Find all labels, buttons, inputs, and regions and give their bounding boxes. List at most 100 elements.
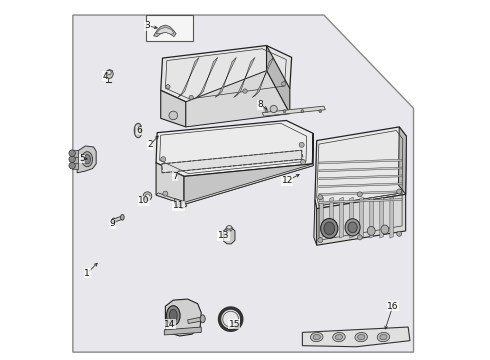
Polygon shape xyxy=(161,90,186,127)
Circle shape xyxy=(179,202,182,205)
Ellipse shape xyxy=(333,332,345,342)
Polygon shape xyxy=(319,191,402,195)
Polygon shape xyxy=(162,150,302,173)
Text: 6: 6 xyxy=(136,126,142,135)
Circle shape xyxy=(318,238,323,243)
Text: 7: 7 xyxy=(172,172,178,181)
Polygon shape xyxy=(398,127,406,194)
Polygon shape xyxy=(234,57,255,98)
Polygon shape xyxy=(156,121,313,176)
Text: 8: 8 xyxy=(257,100,263,109)
Polygon shape xyxy=(72,162,78,169)
Circle shape xyxy=(282,82,286,86)
Ellipse shape xyxy=(200,315,205,323)
Ellipse shape xyxy=(335,334,343,340)
Text: 16: 16 xyxy=(387,302,398,311)
Circle shape xyxy=(166,85,170,89)
Polygon shape xyxy=(72,156,78,163)
Text: 3: 3 xyxy=(145,21,150,30)
Polygon shape xyxy=(112,216,124,222)
Circle shape xyxy=(397,231,402,236)
Ellipse shape xyxy=(112,218,116,224)
Ellipse shape xyxy=(320,219,338,238)
Polygon shape xyxy=(390,197,393,238)
Polygon shape xyxy=(315,127,406,209)
Polygon shape xyxy=(223,227,235,244)
Circle shape xyxy=(357,235,362,240)
Circle shape xyxy=(69,156,75,162)
Ellipse shape xyxy=(313,334,320,340)
Text: 15: 15 xyxy=(228,320,240,329)
Ellipse shape xyxy=(170,309,177,322)
Text: 1: 1 xyxy=(84,269,90,278)
Ellipse shape xyxy=(368,226,375,235)
Text: 4: 4 xyxy=(102,72,108,81)
Ellipse shape xyxy=(311,332,323,342)
Text: 10: 10 xyxy=(138,196,149,205)
Polygon shape xyxy=(252,57,274,98)
Polygon shape xyxy=(147,15,193,41)
Circle shape xyxy=(161,157,166,162)
Ellipse shape xyxy=(167,306,180,325)
Polygon shape xyxy=(350,197,353,238)
Polygon shape xyxy=(380,197,383,238)
Ellipse shape xyxy=(324,222,335,235)
Polygon shape xyxy=(73,15,414,352)
Polygon shape xyxy=(188,317,204,323)
Polygon shape xyxy=(177,57,199,98)
Polygon shape xyxy=(164,327,201,335)
Polygon shape xyxy=(215,57,236,98)
Circle shape xyxy=(243,89,247,93)
Polygon shape xyxy=(156,27,174,35)
Ellipse shape xyxy=(348,222,357,233)
Polygon shape xyxy=(319,159,402,164)
Text: 14: 14 xyxy=(164,320,175,329)
Ellipse shape xyxy=(381,225,389,234)
Polygon shape xyxy=(319,197,323,238)
Polygon shape xyxy=(77,146,96,173)
Circle shape xyxy=(300,159,306,165)
Circle shape xyxy=(143,192,152,201)
Circle shape xyxy=(69,162,75,169)
Polygon shape xyxy=(340,197,343,238)
Circle shape xyxy=(270,105,277,113)
Polygon shape xyxy=(174,199,187,209)
Circle shape xyxy=(265,110,268,113)
Circle shape xyxy=(299,142,304,147)
Text: 5: 5 xyxy=(79,154,85,163)
Polygon shape xyxy=(314,200,317,245)
Polygon shape xyxy=(196,57,218,98)
Polygon shape xyxy=(267,45,290,114)
Polygon shape xyxy=(156,164,313,204)
Ellipse shape xyxy=(226,226,232,229)
Circle shape xyxy=(318,195,323,200)
Polygon shape xyxy=(161,45,292,102)
Circle shape xyxy=(107,70,111,75)
Text: 12: 12 xyxy=(282,176,293,185)
Ellipse shape xyxy=(223,311,239,327)
Ellipse shape xyxy=(82,152,93,167)
Ellipse shape xyxy=(380,334,387,340)
Circle shape xyxy=(357,192,362,197)
Text: 13: 13 xyxy=(218,231,229,240)
Circle shape xyxy=(69,150,75,156)
Polygon shape xyxy=(319,167,402,172)
Polygon shape xyxy=(330,197,333,238)
Polygon shape xyxy=(186,71,290,127)
Ellipse shape xyxy=(377,332,390,342)
Ellipse shape xyxy=(355,332,368,342)
Circle shape xyxy=(189,95,194,100)
Circle shape xyxy=(301,110,304,113)
Circle shape xyxy=(397,189,402,194)
Text: 2: 2 xyxy=(147,140,153,149)
Polygon shape xyxy=(317,194,406,245)
Ellipse shape xyxy=(358,334,365,340)
Circle shape xyxy=(283,110,286,113)
Polygon shape xyxy=(153,25,176,37)
Ellipse shape xyxy=(121,215,124,220)
Ellipse shape xyxy=(84,154,91,164)
Polygon shape xyxy=(104,69,113,79)
Ellipse shape xyxy=(226,226,232,231)
Ellipse shape xyxy=(134,123,142,138)
Polygon shape xyxy=(156,163,184,204)
